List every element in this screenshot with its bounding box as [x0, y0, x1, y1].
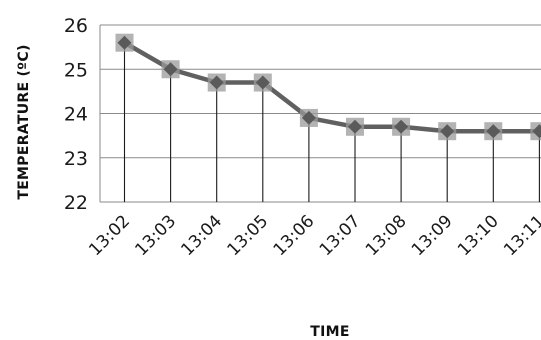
data-point-13:06: [299, 108, 318, 127]
y-tick-labels: 22 23 24 25 26: [64, 15, 88, 214]
x-tick-label-13:10: 13:10: [454, 211, 503, 260]
data-point-13:09: [438, 122, 457, 141]
x-tick-label-13:03: 13:03: [131, 211, 180, 260]
y-axis-title: TEMPERATURE (ºC): [16, 44, 32, 199]
data-point-13:02: [115, 33, 134, 52]
series-layer: [122, 40, 541, 134]
series-line: [122, 40, 541, 134]
x-tick-label-13:02: 13:02: [85, 211, 134, 260]
data-point-13:03: [161, 60, 180, 79]
y-tick-label-22: 22: [64, 192, 88, 214]
data-point-13:08: [392, 117, 411, 136]
x-tick-label-13:09: 13:09: [408, 211, 457, 260]
x-tick-label-13:11: 13:11: [500, 211, 541, 260]
drop-lines-layer: [123, 42, 540, 202]
x-tick-label-13:05: 13:05: [224, 211, 273, 260]
y-tick-label-23: 23: [64, 148, 88, 170]
data-point-13:11: [530, 122, 541, 141]
data-point-13:07: [346, 117, 364, 136]
x-tick-label-13:04: 13:04: [177, 211, 226, 260]
x-tick-label-13:07: 13:07: [316, 211, 365, 260]
x-tick-labels: 13:0213:0313:0413:0513:0613:0713:0813:09…: [85, 211, 541, 260]
data-point-13:04: [207, 73, 226, 92]
data-point-13:05: [253, 73, 272, 92]
x-tick-label-13:06: 13:06: [270, 211, 319, 260]
marker-layer: [115, 33, 541, 141]
x-tick-label-13:08: 13:08: [362, 211, 411, 260]
x-axis-title: TIME: [310, 324, 349, 340]
y-tick-label-26: 26: [64, 15, 88, 37]
y-tick-label-25: 25: [64, 59, 88, 81]
grid-layer: [100, 24, 541, 203]
y-tick-label-24: 24: [64, 104, 88, 126]
data-point-13:10: [484, 122, 503, 141]
